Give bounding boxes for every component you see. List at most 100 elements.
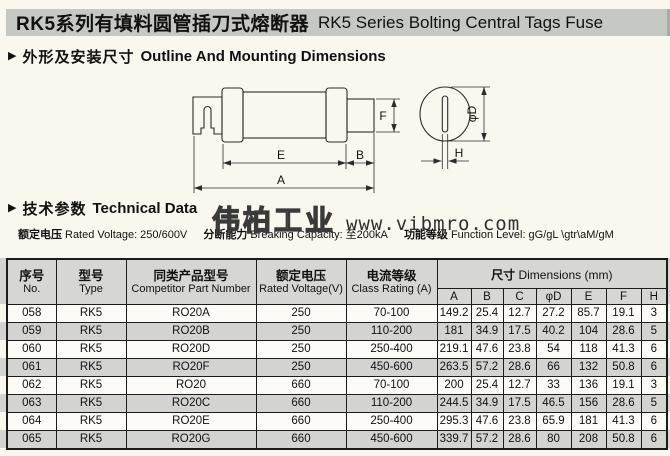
outline-drawing: E B A F φD H — [192, 86, 490, 193]
cell-competitor: RO20B — [125, 322, 257, 341]
section-technical-zh: 技术参数 — [22, 201, 87, 218]
page-title-en: RK5 Series Bolting Central Tags Fuse — [318, 12, 604, 32]
table-row: 059 RK5 RO20B 250 110-200 181 34.9 17.5 40.2 104 2… — [6, 322, 668, 341]
cell-class-rating: 450-600 — [345, 430, 438, 450]
cell-class-rating: 250-400 — [345, 340, 438, 359]
cell-dim-f: 41.3 — [605, 412, 642, 431]
cell-voltage: 250 — [255, 340, 347, 359]
cell-voltage: 250 — [255, 322, 347, 341]
spec-function-level: 功能等级 Function Level: gG/gL \gtr\aM/gM — [403, 229, 614, 241]
cell-competitor: RO20A — [125, 304, 257, 323]
cell-dim-a: 200 — [436, 376, 472, 395]
cell-type: RK5 — [55, 322, 127, 341]
cell-dim-phid: 65.9 — [535, 412, 572, 431]
cell-dim-b: 47.6 — [470, 340, 504, 359]
cell-dim-b: 57.2 — [470, 358, 504, 377]
cell-no: 065 — [6, 430, 57, 450]
page-title-zh: RK5系列有填料圆管插刀式熔断器 — [16, 14, 310, 35]
cell-type: RK5 — [55, 340, 127, 359]
fuse-right-cap — [325, 87, 348, 143]
cell-dim-phid: 33 — [535, 376, 572, 395]
cell-competitor: RO20C — [125, 394, 257, 413]
cell-dim-b: 47.6 — [470, 412, 504, 431]
col-header-no: 序号 No. — [6, 258, 57, 305]
cell-type: RK5 — [55, 376, 127, 395]
cell-class-rating: 250-400 — [345, 412, 438, 431]
cell-dim-e: 136 — [570, 376, 607, 395]
cell-type: RK5 — [55, 358, 127, 377]
fuse-left-cap — [221, 87, 244, 143]
cell-voltage: 250 — [255, 358, 347, 377]
cell-competitor: RO20G — [125, 430, 257, 450]
cell-dim-a: 295.3 — [436, 412, 472, 431]
cell-no: 061 — [6, 358, 57, 377]
dim-col-H: H — [640, 288, 668, 305]
cell-dim-e: 104 — [570, 322, 607, 341]
cell-voltage: 660 — [255, 430, 347, 450]
cell-voltage: 660 — [255, 376, 347, 395]
cell-no: 058 — [6, 304, 57, 323]
cell-type: RK5 — [55, 412, 127, 431]
cell-dim-a: 339.7 — [436, 430, 472, 450]
cell-dim-h: 5 — [640, 394, 668, 413]
table-row: 062 RK5 RO20 660 70-100 200 25.4 12.7 33 136 19.1 3 — [6, 376, 668, 395]
cell-dim-b: 25.4 — [470, 304, 504, 323]
cell-dim-e: 156 — [570, 394, 607, 413]
cell-class-rating: 110-200 — [345, 322, 438, 341]
cell-dim-phid: 46.5 — [535, 394, 572, 413]
col-header-competitor: 同类产品型号 Competitor Part Number — [125, 258, 257, 305]
cell-dim-f: 28.6 — [605, 394, 642, 413]
cell-dim-b: 34.9 — [470, 322, 504, 341]
cell-dim-h: 6 — [640, 358, 668, 377]
cell-dim-f: 28.6 — [605, 322, 642, 341]
cell-class-rating: 70-100 — [345, 304, 438, 323]
cell-dim-f: 19.1 — [605, 304, 642, 323]
cell-no: 064 — [6, 412, 57, 431]
cell-dim-a: 263.5 — [436, 358, 472, 377]
dim-label-phiD: φD — [465, 105, 479, 122]
cell-voltage: 660 — [255, 412, 347, 431]
col-header-dimensions: 尺寸 Dimensions (mm) — [436, 258, 668, 289]
cell-class-rating: 110-200 — [345, 394, 438, 413]
cell-dim-c: 12.7 — [502, 304, 537, 323]
cell-voltage: 250 — [255, 304, 347, 323]
cell-dim-e: 208 — [570, 430, 607, 450]
cell-dim-a: 219.1 — [436, 340, 472, 359]
dim-col-A: A — [436, 288, 472, 305]
cell-dim-h: 3 — [640, 376, 668, 395]
dim-col-C: C — [502, 288, 537, 305]
fuse-end-view — [419, 86, 471, 142]
cell-dim-e: 132 — [570, 358, 607, 377]
cell-dim-c: 23.8 — [502, 412, 537, 431]
title-bar: RK5系列有填料圆管插刀式熔断器 RK5 Series Bolting Cent… — [6, 9, 670, 36]
cell-dim-c: 12.7 — [502, 376, 537, 395]
dim-col-F: F — [605, 288, 642, 305]
cell-competitor: RO20E — [125, 412, 257, 431]
dim-label-A: A — [277, 173, 285, 187]
cell-dim-b: 57.2 — [470, 430, 504, 450]
cell-no: 063 — [6, 394, 57, 413]
spec-line: 额定电压 Rated Voltage: 250/600V 分断能力 Breaking … — [18, 226, 627, 242]
spec-rated-voltage: 额定电压 Rated Voltage: 250/600V — [18, 229, 188, 241]
table-row: 060 RK5 RO20D 250 250-400 219.1 47.6 23.8 54 118 4… — [6, 340, 668, 359]
cell-dim-phid: 66 — [535, 358, 572, 377]
cell-dim-h: 6 — [640, 412, 668, 431]
table-row: 058 RK5 RO20A 250 70-100 149.2 25.4 12.7 27.2 85.… — [6, 304, 668, 323]
cell-dim-f: 50.8 — [605, 358, 642, 377]
cell-dim-h: 6 — [640, 340, 668, 359]
cell-dim-c: 17.5 — [502, 322, 537, 341]
cell-dim-c: 28.6 — [502, 430, 537, 450]
dim-label-B: B — [356, 148, 364, 162]
cell-dim-h: 3 — [640, 304, 668, 323]
cell-no: 062 — [6, 376, 57, 395]
cell-type: RK5 — [55, 304, 127, 323]
col-header-class-rating: 电流等级 Class Rating (A) — [345, 258, 438, 305]
spec-breaking-capacity: 分断能力 Breaking Capacity: 至200kA — [203, 229, 388, 241]
section-outline-zh: 外形及安装尺寸 — [22, 49, 135, 66]
cell-dim-a: 244.5 — [436, 394, 472, 413]
cell-class-rating: 450-600 — [345, 358, 438, 377]
fuse-end-slot — [441, 95, 449, 133]
cell-type: RK5 — [55, 394, 127, 413]
cell-dim-phid: 40.2 — [535, 322, 572, 341]
table-row: 063 RK5 RO20C 660 110-200 244.5 34.9 17.5 46.5 15… — [6, 394, 668, 413]
